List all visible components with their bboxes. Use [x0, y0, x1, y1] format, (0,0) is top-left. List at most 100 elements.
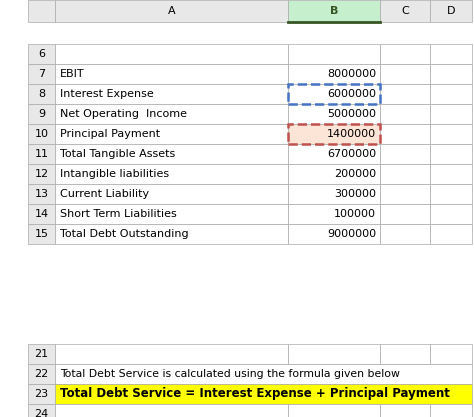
Bar	[288, 84, 380, 104]
Bar	[55, 184, 288, 204]
Bar	[28, 384, 55, 404]
Bar	[380, 104, 430, 124]
Text: Total Tangible Assets: Total Tangible Assets	[60, 149, 175, 159]
Text: B: B	[330, 6, 338, 16]
Bar	[288, 404, 380, 417]
Bar	[55, 124, 288, 144]
Bar	[380, 204, 430, 224]
Text: EBIT: EBIT	[60, 69, 85, 79]
Bar	[55, 44, 288, 64]
Bar	[55, 364, 472, 384]
Text: 24: 24	[35, 409, 49, 417]
Bar	[288, 344, 380, 364]
Text: Total Debt Service = Interest Expense + Principal Payment: Total Debt Service = Interest Expense + …	[60, 387, 450, 400]
Bar	[28, 144, 55, 164]
Text: 12: 12	[35, 169, 48, 179]
Bar	[430, 64, 472, 84]
Text: 9000000: 9000000	[327, 229, 376, 239]
Text: Total Debt Service is calculated using the formula given below: Total Debt Service is calculated using t…	[60, 369, 400, 379]
Text: 200000: 200000	[334, 169, 376, 179]
Bar	[55, 384, 472, 404]
Bar	[28, 0, 55, 22]
Text: 13: 13	[35, 189, 48, 199]
Text: Interest Expense: Interest Expense	[60, 89, 154, 99]
Bar	[430, 164, 472, 184]
Bar	[55, 84, 288, 104]
Bar	[380, 44, 430, 64]
Bar	[430, 184, 472, 204]
Bar	[28, 84, 55, 104]
Bar	[288, 164, 380, 184]
Text: Intangible liabilities: Intangible liabilities	[60, 169, 169, 179]
Text: Total Debt Outstanding: Total Debt Outstanding	[60, 229, 189, 239]
Bar	[28, 104, 55, 124]
Bar	[430, 84, 472, 104]
Text: Current Liability: Current Liability	[60, 189, 149, 199]
Bar	[28, 204, 55, 224]
Bar	[430, 404, 472, 417]
Text: 14: 14	[35, 209, 48, 219]
Bar	[288, 144, 380, 164]
Bar	[380, 184, 430, 204]
Bar	[28, 404, 55, 417]
Bar	[288, 184, 380, 204]
Text: D: D	[447, 6, 455, 16]
Bar	[430, 44, 472, 64]
Bar	[288, 224, 380, 244]
Bar	[380, 164, 430, 184]
Bar	[55, 204, 288, 224]
Bar	[430, 144, 472, 164]
Bar	[28, 44, 55, 64]
Bar	[55, 144, 288, 164]
Bar	[380, 144, 430, 164]
Bar	[288, 84, 380, 104]
Text: Principal Payment: Principal Payment	[60, 129, 160, 139]
Bar	[55, 404, 288, 417]
Text: 15: 15	[35, 229, 48, 239]
Bar	[288, 64, 380, 84]
Bar	[28, 224, 55, 244]
Bar	[288, 0, 380, 22]
Bar	[430, 224, 472, 244]
Text: 6: 6	[38, 49, 45, 59]
Bar	[28, 164, 55, 184]
Text: 21: 21	[35, 349, 48, 359]
Bar	[380, 404, 430, 417]
Bar	[380, 0, 430, 22]
Text: 6000000: 6000000	[327, 89, 376, 99]
Bar	[55, 104, 288, 124]
Text: 11: 11	[35, 149, 48, 159]
Bar	[28, 184, 55, 204]
Bar	[380, 344, 430, 364]
Bar	[28, 364, 55, 384]
Bar	[28, 64, 55, 84]
Text: 300000: 300000	[334, 189, 376, 199]
Bar	[288, 104, 380, 124]
Bar	[55, 344, 288, 364]
Text: 7: 7	[38, 69, 45, 79]
Bar	[430, 344, 472, 364]
Text: 5000000: 5000000	[327, 109, 376, 119]
Text: 22: 22	[35, 369, 49, 379]
Text: 6700000: 6700000	[327, 149, 376, 159]
Bar	[430, 204, 472, 224]
Bar	[55, 164, 288, 184]
Bar	[288, 124, 380, 144]
Bar	[430, 0, 472, 22]
Bar	[288, 124, 380, 144]
Bar	[55, 64, 288, 84]
Bar	[55, 224, 288, 244]
Bar	[28, 124, 55, 144]
Text: A: A	[168, 6, 175, 16]
Bar	[288, 204, 380, 224]
Bar	[28, 344, 55, 364]
Bar	[380, 84, 430, 104]
Bar	[288, 44, 380, 64]
Text: Short Term Liabilities: Short Term Liabilities	[60, 209, 177, 219]
Text: 8000000: 8000000	[327, 69, 376, 79]
Text: 23: 23	[35, 389, 48, 399]
Text: 100000: 100000	[334, 209, 376, 219]
Text: 8: 8	[38, 89, 45, 99]
Bar	[430, 124, 472, 144]
Bar	[380, 124, 430, 144]
